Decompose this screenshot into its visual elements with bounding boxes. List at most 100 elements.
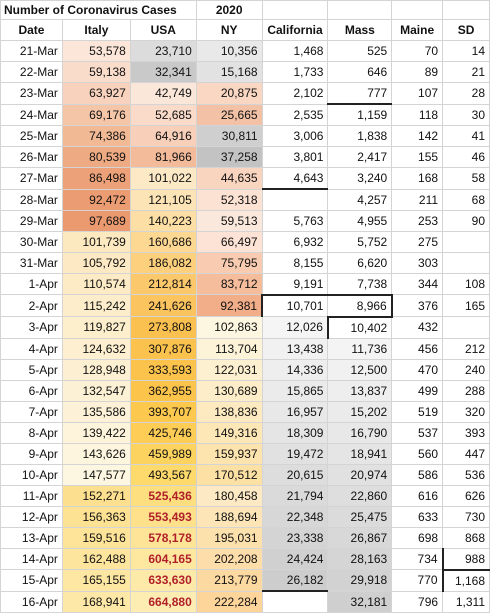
cell-mass: 777 <box>327 82 393 105</box>
cell-italy: 80,539 <box>61 146 131 168</box>
cell-mass: 26,867 <box>327 526 393 549</box>
cell-maine: 470 <box>391 358 444 381</box>
cell-usa: 23,710 <box>129 40 197 62</box>
cell-usa: 333,593 <box>129 358 197 381</box>
cell-maine: 89 <box>391 61 444 83</box>
table-row: 30-Mar 101,739 160,686 66,497 6,932 5,752 275 <box>0 230 490 253</box>
cell-usa: 633,630 <box>129 569 197 592</box>
cell-maine: 211 <box>391 188 444 211</box>
cell-sd: 1,311 <box>442 590 490 613</box>
cell-ny: 130,689 <box>195 379 263 402</box>
cell-usa: 393,707 <box>129 400 197 423</box>
cell-sd: 240 <box>442 358 490 381</box>
cell-sd: 288 <box>442 379 490 402</box>
cell-italy: 143,626 <box>61 442 131 465</box>
cell-italy: 135,586 <box>61 400 131 423</box>
cell-california: 14,336 <box>261 358 329 381</box>
cell-ny: 75,795 <box>195 251 263 274</box>
cell-california: 13,438 <box>261 337 329 360</box>
table-row: 25-Mar 74,386 64,916 30,811 3,006 1,838 142 41 <box>0 125 490 147</box>
cell-mass: 11,736 <box>327 337 393 360</box>
cell-sd <box>442 230 490 253</box>
cell-ny: 213,779 <box>195 569 263 592</box>
cell-maine: 253 <box>391 209 444 232</box>
cell-usa: 604,165 <box>129 547 197 570</box>
cell-italy: 139,422 <box>61 421 131 444</box>
cell-mass: 32,181 <box>327 590 393 613</box>
cell-ny: 138,836 <box>195 400 263 423</box>
cell-ny: 170,512 <box>195 463 263 486</box>
table-row: 5-Apr 128,948 333,593 122,031 14,336 12,500 47… <box>0 358 490 381</box>
table-row: 9-Apr 143,626 459,989 159,937 19,472 18,941 56… <box>0 442 490 465</box>
cell-mass: 25,475 <box>327 505 393 528</box>
cell-italy: 110,574 <box>61 272 131 295</box>
cell-date: 4-Apr <box>0 337 63 360</box>
cell-italy: 119,827 <box>61 316 131 339</box>
cell-italy: 53,578 <box>61 40 131 62</box>
cell-mass: 8,966 <box>327 294 393 318</box>
title-row: Number of Coronavirus Cases 2020 <box>0 0 490 20</box>
cell-mass: 5,752 <box>327 230 393 253</box>
cell-italy: 63,927 <box>61 82 131 105</box>
cell-sd: 46 <box>442 146 490 168</box>
blank-cell <box>391 0 444 20</box>
cell-mass: 646 <box>327 61 393 83</box>
cell-usa: 578,178 <box>129 526 197 549</box>
cell-date: 24-Mar <box>0 103 63 126</box>
cell-ny: 66,497 <box>195 230 263 253</box>
header-date: Date <box>0 19 63 41</box>
cell-date: 22-Mar <box>0 61 63 83</box>
cell-usa: 553,493 <box>129 505 197 528</box>
cell-usa: 307,876 <box>129 337 197 360</box>
cell-italy: 115,242 <box>61 294 131 317</box>
cell-date: 12-Apr <box>0 505 63 528</box>
table-row: 24-Mar 69,176 52,685 25,665 2,535 1,159 118 30 <box>0 103 490 126</box>
cell-date: 10-Apr <box>0 463 63 486</box>
header-california: California <box>261 19 329 41</box>
cell-usa: 121,105 <box>129 188 197 211</box>
cell-maine: 118 <box>391 103 444 126</box>
cell-california: 1,468 <box>261 40 329 62</box>
cell-ny: 149,316 <box>195 421 263 444</box>
cell-california: 15,865 <box>261 379 329 402</box>
cell-date: 2-Apr <box>0 294 63 317</box>
cell-sd: 447 <box>442 442 490 465</box>
cell-mass: 6,620 <box>327 251 393 274</box>
cell-ny: 52,318 <box>195 188 263 211</box>
header-sd: SD <box>442 19 490 41</box>
cell-california: 10,701 <box>261 294 329 317</box>
cell-italy: 156,363 <box>61 505 131 528</box>
cell-sd <box>442 316 490 339</box>
cell-sd: 730 <box>442 505 490 528</box>
cell-sd: 1,168 <box>441 569 490 592</box>
cell-date: 23-Mar <box>0 82 63 105</box>
cell-california: 3,006 <box>261 125 329 147</box>
cell-california: 12,026 <box>261 316 329 339</box>
cell-italy: 59,138 <box>61 61 131 83</box>
cell-mass: 7,738 <box>327 272 393 296</box>
cell-california: 2,535 <box>261 103 329 126</box>
cell-date: 21-Mar <box>0 40 63 62</box>
table-row: 27-Mar 86,498 101,022 44,635 4,643 3,240 168 58 <box>0 167 490 190</box>
cell-usa: 32,341 <box>129 61 197 83</box>
cell-sd: 68 <box>442 188 490 211</box>
blank-cell <box>442 0 490 20</box>
cell-italy: 152,271 <box>61 484 131 507</box>
cell-sd <box>442 251 490 274</box>
cell-date: 8-Apr <box>0 421 63 444</box>
cell-date: 13-Apr <box>0 526 63 549</box>
cell-mass: 22,860 <box>327 484 393 507</box>
table-row: 4-Apr 124,632 307,876 113,704 13,438 11,736 45… <box>0 337 490 360</box>
cell-sd: 165 <box>442 294 490 317</box>
table-row: 3-Apr 119,827 273,808 102,863 12,026 10,402 43… <box>0 316 490 339</box>
cell-italy: 86,498 <box>61 167 131 190</box>
cell-ny: 159,937 <box>195 442 263 465</box>
cell-sd: 14 <box>442 40 490 62</box>
table-row: 23-Mar 63,927 42,749 20,875 2,102 777 107 28 <box>0 82 490 105</box>
cell-italy: 128,948 <box>61 358 131 381</box>
cell-italy: 168,941 <box>61 590 131 613</box>
header-ny: NY <box>195 19 263 41</box>
cell-date: 11-Apr <box>0 484 63 507</box>
table-row: 1-Apr 110,574 212,814 83,712 9,191 7,738 344 10… <box>0 272 490 296</box>
